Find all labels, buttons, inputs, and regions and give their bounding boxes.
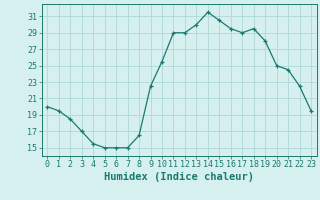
X-axis label: Humidex (Indice chaleur): Humidex (Indice chaleur) xyxy=(104,172,254,182)
